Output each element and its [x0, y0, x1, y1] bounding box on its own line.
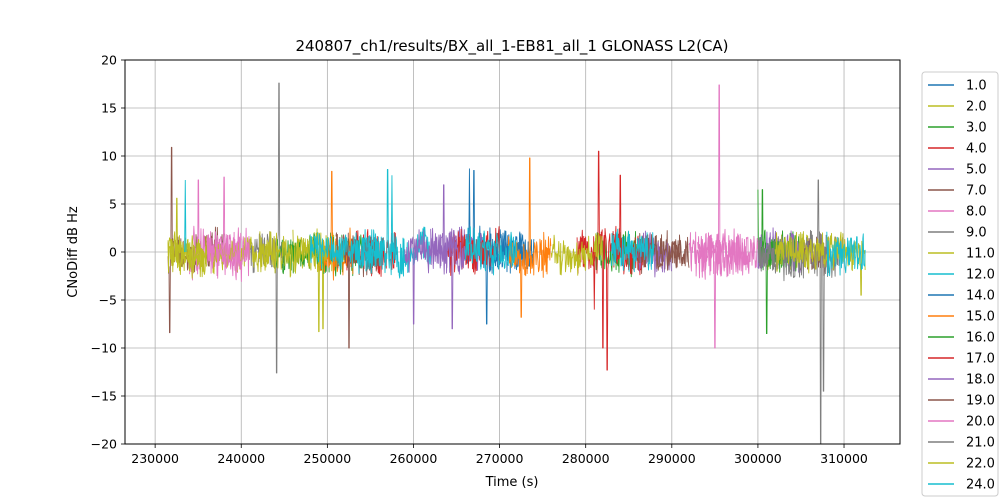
x-tick-label: 250000	[304, 451, 352, 466]
legend-label: 12.0	[966, 268, 995, 283]
legend-label: 1.0	[966, 79, 987, 94]
series-line-17.0	[611, 174, 647, 276]
chart-title: 240807_ch1/results/BX_all_1-EB81_all_1 G…	[295, 37, 728, 56]
series-line-11.0	[550, 232, 604, 276]
y-tick-label: −20	[91, 437, 117, 452]
y-tick-label: 10	[101, 149, 117, 164]
legend-label: 19.0	[966, 394, 995, 409]
x-axis-title: Time (s)	[485, 475, 539, 490]
x-tick-label: 280000	[562, 451, 610, 466]
y-axis: −20 −15 −10 −5 0 5 10 15 20	[91, 53, 125, 452]
legend-label: 15.0	[966, 310, 995, 325]
series-line-18.0	[404, 228, 466, 325]
legend-label: 5.0	[966, 163, 987, 178]
legend-label: 3.0	[966, 121, 987, 136]
x-tick-label: 270000	[476, 451, 524, 466]
x-tick-label: 290000	[648, 451, 696, 466]
series-spike-24.0	[184, 179, 187, 253]
y-tick-label: 5	[109, 197, 117, 212]
y-tick-label: 0	[109, 245, 117, 260]
series-line-16.0	[275, 238, 311, 275]
legend: 1.0 2.0 3.0 4.0 5.0 7.0 8.0 9.0 11.0 12.0 14.0 15.0…	[921, 71, 999, 497]
series-line-20.0	[688, 228, 759, 279]
legend-label: 20.0	[966, 415, 995, 430]
y-tick-label: 20	[101, 53, 117, 68]
series-line-24.0	[611, 228, 655, 273]
x-tick-label: 240000	[217, 451, 265, 466]
series-24.0	[184, 175, 866, 277]
legend-label: 2.0	[966, 100, 987, 115]
y-tick-label: −5	[99, 293, 117, 308]
series-line-19.0	[636, 232, 681, 271]
x-axis: 230000 240000 250000 260000 270000 280000 2900…	[131, 444, 868, 466]
x-tick-label: 260000	[390, 451, 438, 466]
y-tick-label: 15	[101, 101, 117, 116]
series-line-20.0	[206, 176, 250, 282]
legend-box	[921, 71, 999, 497]
legend-label: 16.0	[966, 331, 995, 346]
y-tick-label: −15	[91, 389, 117, 404]
x-tick-label: 310000	[820, 451, 868, 466]
series-line-24.0	[826, 231, 866, 277]
legend-label: 4.0	[966, 142, 987, 157]
legend-label: 14.0	[966, 289, 995, 304]
series-line-8.0	[697, 84, 750, 349]
legend-label: 24.0	[966, 478, 995, 493]
legend-label: 18.0	[966, 373, 995, 388]
legend-label: 8.0	[966, 205, 987, 220]
legend-label: 9.0	[966, 226, 987, 241]
series-group	[167, 82, 866, 444]
series-spike-17.0	[593, 251, 596, 310]
x-tick-label: 300000	[734, 451, 782, 466]
series-spike-24.0	[390, 175, 394, 253]
legend-label: 7.0	[966, 184, 987, 199]
legend-label: 21.0	[966, 436, 995, 451]
series-line-22.0	[167, 231, 207, 279]
series-line-24.0	[309, 232, 380, 274]
series-line-24.0	[464, 226, 518, 276]
y-tick-label: −10	[91, 341, 117, 356]
series-spike-14.0	[468, 168, 471, 253]
legend-label: 22.0	[966, 457, 995, 472]
legend-label: 11.0	[966, 247, 995, 262]
y-axis-title: CNoDiff dB Hz	[66, 206, 81, 298]
x-tick-label: 230000	[131, 451, 179, 466]
series-20.0	[206, 176, 759, 282]
legend-label: 17.0	[966, 352, 995, 367]
